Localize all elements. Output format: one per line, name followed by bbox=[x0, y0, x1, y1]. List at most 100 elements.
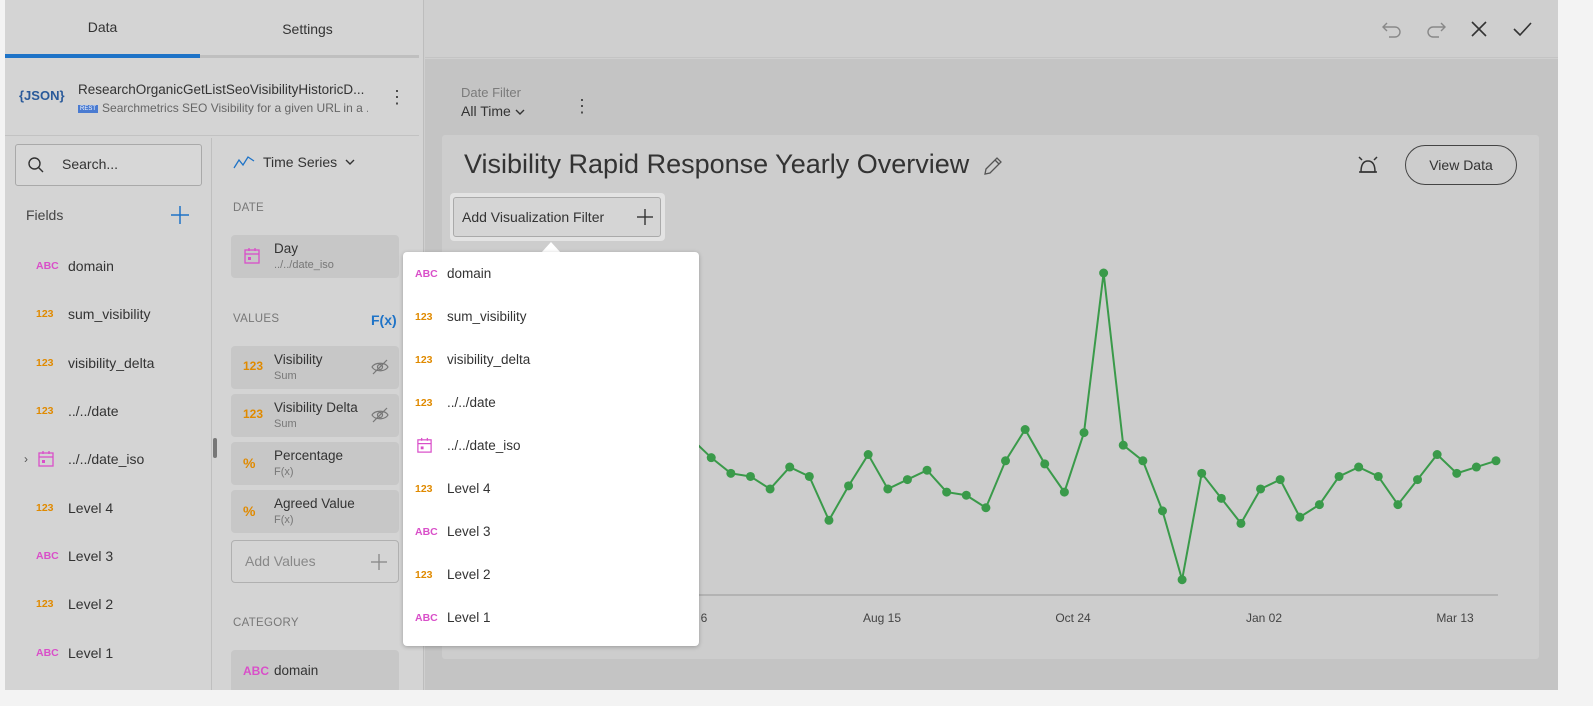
redo-icon[interactable] bbox=[1425, 18, 1447, 40]
data-point[interactable] bbox=[1236, 518, 1246, 528]
data-point[interactable] bbox=[883, 484, 893, 494]
tab-data[interactable]: Data bbox=[5, 0, 200, 58]
data-point[interactable] bbox=[785, 462, 795, 472]
data-point[interactable] bbox=[1099, 268, 1109, 278]
data-point[interactable] bbox=[1177, 575, 1187, 585]
data-point[interactable] bbox=[1157, 506, 1167, 516]
data-point[interactable] bbox=[824, 515, 834, 525]
data-point[interactable] bbox=[706, 453, 716, 463]
data-point[interactable] bbox=[902, 475, 912, 485]
add-field-icon[interactable] bbox=[169, 204, 191, 226]
chevron-right-icon[interactable]: › bbox=[24, 452, 28, 467]
value-pill[interactable]: 123 Visibility Sum bbox=[231, 346, 399, 389]
data-point[interactable] bbox=[1040, 459, 1050, 469]
undo-icon[interactable] bbox=[1381, 18, 1403, 40]
dropdown-item[interactable]: ABC domain bbox=[403, 252, 699, 295]
add-values-button[interactable]: Add Values bbox=[231, 540, 399, 583]
date-filter-dropdown[interactable]: All Time bbox=[461, 103, 525, 119]
field-item[interactable]: 123 sum_visibility bbox=[5, 290, 211, 338]
datasource-more-icon[interactable]: ⋮ bbox=[388, 87, 406, 107]
data-point[interactable] bbox=[745, 471, 755, 481]
field-item[interactable]: ABC Level 1 bbox=[5, 628, 211, 676]
eye-off-icon[interactable] bbox=[371, 406, 389, 424]
field-item[interactable]: 123 Level 2 bbox=[5, 580, 211, 628]
data-point[interactable] bbox=[1079, 428, 1089, 438]
dropdown-item[interactable]: ABC Level 3 bbox=[403, 510, 699, 553]
pill-subtitle: Sum bbox=[274, 418, 297, 430]
text-type-icon: ABC bbox=[415, 611, 438, 624]
data-point[interactable] bbox=[1491, 456, 1501, 466]
data-point[interactable] bbox=[942, 487, 952, 497]
field-item[interactable]: ABC domain bbox=[5, 242, 211, 290]
data-point[interactable] bbox=[922, 465, 932, 475]
dropdown-item[interactable]: 123 Level 4 bbox=[403, 467, 699, 510]
x-tick-label: Oct 24 bbox=[1055, 611, 1091, 625]
close-icon[interactable] bbox=[1468, 18, 1490, 40]
data-point[interactable] bbox=[1314, 500, 1324, 510]
add-visualization-filter-button[interactable]: Add Visualization Filter bbox=[453, 197, 661, 237]
category-pill[interactable]: ABC domain bbox=[231, 650, 399, 690]
category-section-label: CATEGORY bbox=[233, 617, 299, 629]
data-point[interactable] bbox=[1001, 456, 1011, 466]
data-point[interactable] bbox=[1413, 475, 1423, 485]
dropdown-item[interactable]: 123 visibility_delta bbox=[403, 338, 699, 381]
resize-handle[interactable] bbox=[213, 438, 217, 458]
dropdown-item[interactable]: 123 ../../date bbox=[403, 381, 699, 424]
data-point[interactable] bbox=[726, 468, 736, 478]
data-point[interactable] bbox=[1216, 493, 1226, 503]
dropdown-item-label: domain bbox=[447, 266, 492, 281]
dropdown-item-label: Level 2 bbox=[447, 567, 491, 582]
series-line bbox=[671, 272, 1497, 581]
eye-off-icon[interactable] bbox=[371, 358, 389, 376]
viz-type-selector[interactable]: Time Series bbox=[233, 154, 355, 170]
value-pill[interactable]: 123 Visibility Delta Sum bbox=[231, 394, 399, 437]
field-item[interactable]: 123 ../../date bbox=[5, 387, 211, 435]
field-item[interactable]: 123 Level 4 bbox=[5, 483, 211, 531]
data-point[interactable] bbox=[863, 450, 873, 460]
datasource-header[interactable]: {JSON} ResearchOrganicGetListSeoVisibili… bbox=[5, 70, 419, 136]
data-point[interactable] bbox=[1118, 440, 1128, 450]
search-input[interactable] bbox=[62, 156, 192, 172]
data-point[interactable] bbox=[1471, 462, 1481, 472]
value-pill[interactable]: % Agreed Value F(x) bbox=[231, 490, 399, 533]
dropdown-item[interactable]: ../../date_iso bbox=[403, 424, 699, 467]
alert-bell-icon[interactable] bbox=[1356, 153, 1380, 177]
value-pill[interactable]: % Percentage F(x) bbox=[231, 442, 399, 485]
check-icon[interactable] bbox=[1511, 18, 1533, 40]
data-point[interactable] bbox=[1020, 425, 1030, 434]
field-item[interactable]: › ../../date_iso bbox=[5, 435, 211, 483]
data-point[interactable] bbox=[1295, 512, 1305, 522]
rest-badge: REST bbox=[78, 104, 99, 113]
data-point[interactable] bbox=[1334, 471, 1344, 481]
fx-button[interactable]: F(x) bbox=[371, 312, 397, 328]
data-point[interactable] bbox=[1197, 468, 1207, 478]
fields-heading: Fields bbox=[26, 207, 64, 223]
field-label: visibility_delta bbox=[68, 354, 155, 371]
data-point[interactable] bbox=[961, 490, 971, 500]
data-point[interactable] bbox=[1059, 487, 1069, 497]
dropdown-item[interactable]: ABC Level 1 bbox=[403, 596, 699, 639]
data-point[interactable] bbox=[981, 503, 991, 513]
dropdown-item-label: sum_visibility bbox=[447, 309, 527, 324]
data-point[interactable] bbox=[1432, 450, 1442, 460]
tab-settings[interactable]: Settings bbox=[282, 21, 333, 37]
data-point[interactable] bbox=[1373, 471, 1383, 481]
data-point[interactable] bbox=[1256, 484, 1266, 494]
date-filter-more-icon[interactable]: ⋮ bbox=[573, 96, 591, 116]
data-point[interactable] bbox=[844, 481, 854, 491]
data-point[interactable] bbox=[1138, 456, 1148, 466]
data-point[interactable] bbox=[804, 471, 814, 481]
data-point[interactable] bbox=[1452, 468, 1462, 478]
data-point[interactable] bbox=[1393, 500, 1403, 510]
data-point[interactable] bbox=[1354, 462, 1364, 472]
dropdown-item[interactable]: 123 sum_visibility bbox=[403, 295, 699, 338]
data-point[interactable] bbox=[765, 484, 775, 494]
pencil-icon[interactable] bbox=[982, 155, 1004, 177]
field-item[interactable]: 123 visibility_delta bbox=[5, 339, 211, 387]
data-point[interactable] bbox=[1275, 475, 1285, 485]
date-pill[interactable]: Day ../../date_iso bbox=[231, 235, 399, 278]
view-data-button[interactable]: View Data bbox=[1405, 145, 1517, 185]
field-search[interactable] bbox=[15, 144, 202, 186]
field-item[interactable]: ABC Level 3 bbox=[5, 532, 211, 580]
dropdown-item[interactable]: 123 Level 2 bbox=[403, 553, 699, 596]
